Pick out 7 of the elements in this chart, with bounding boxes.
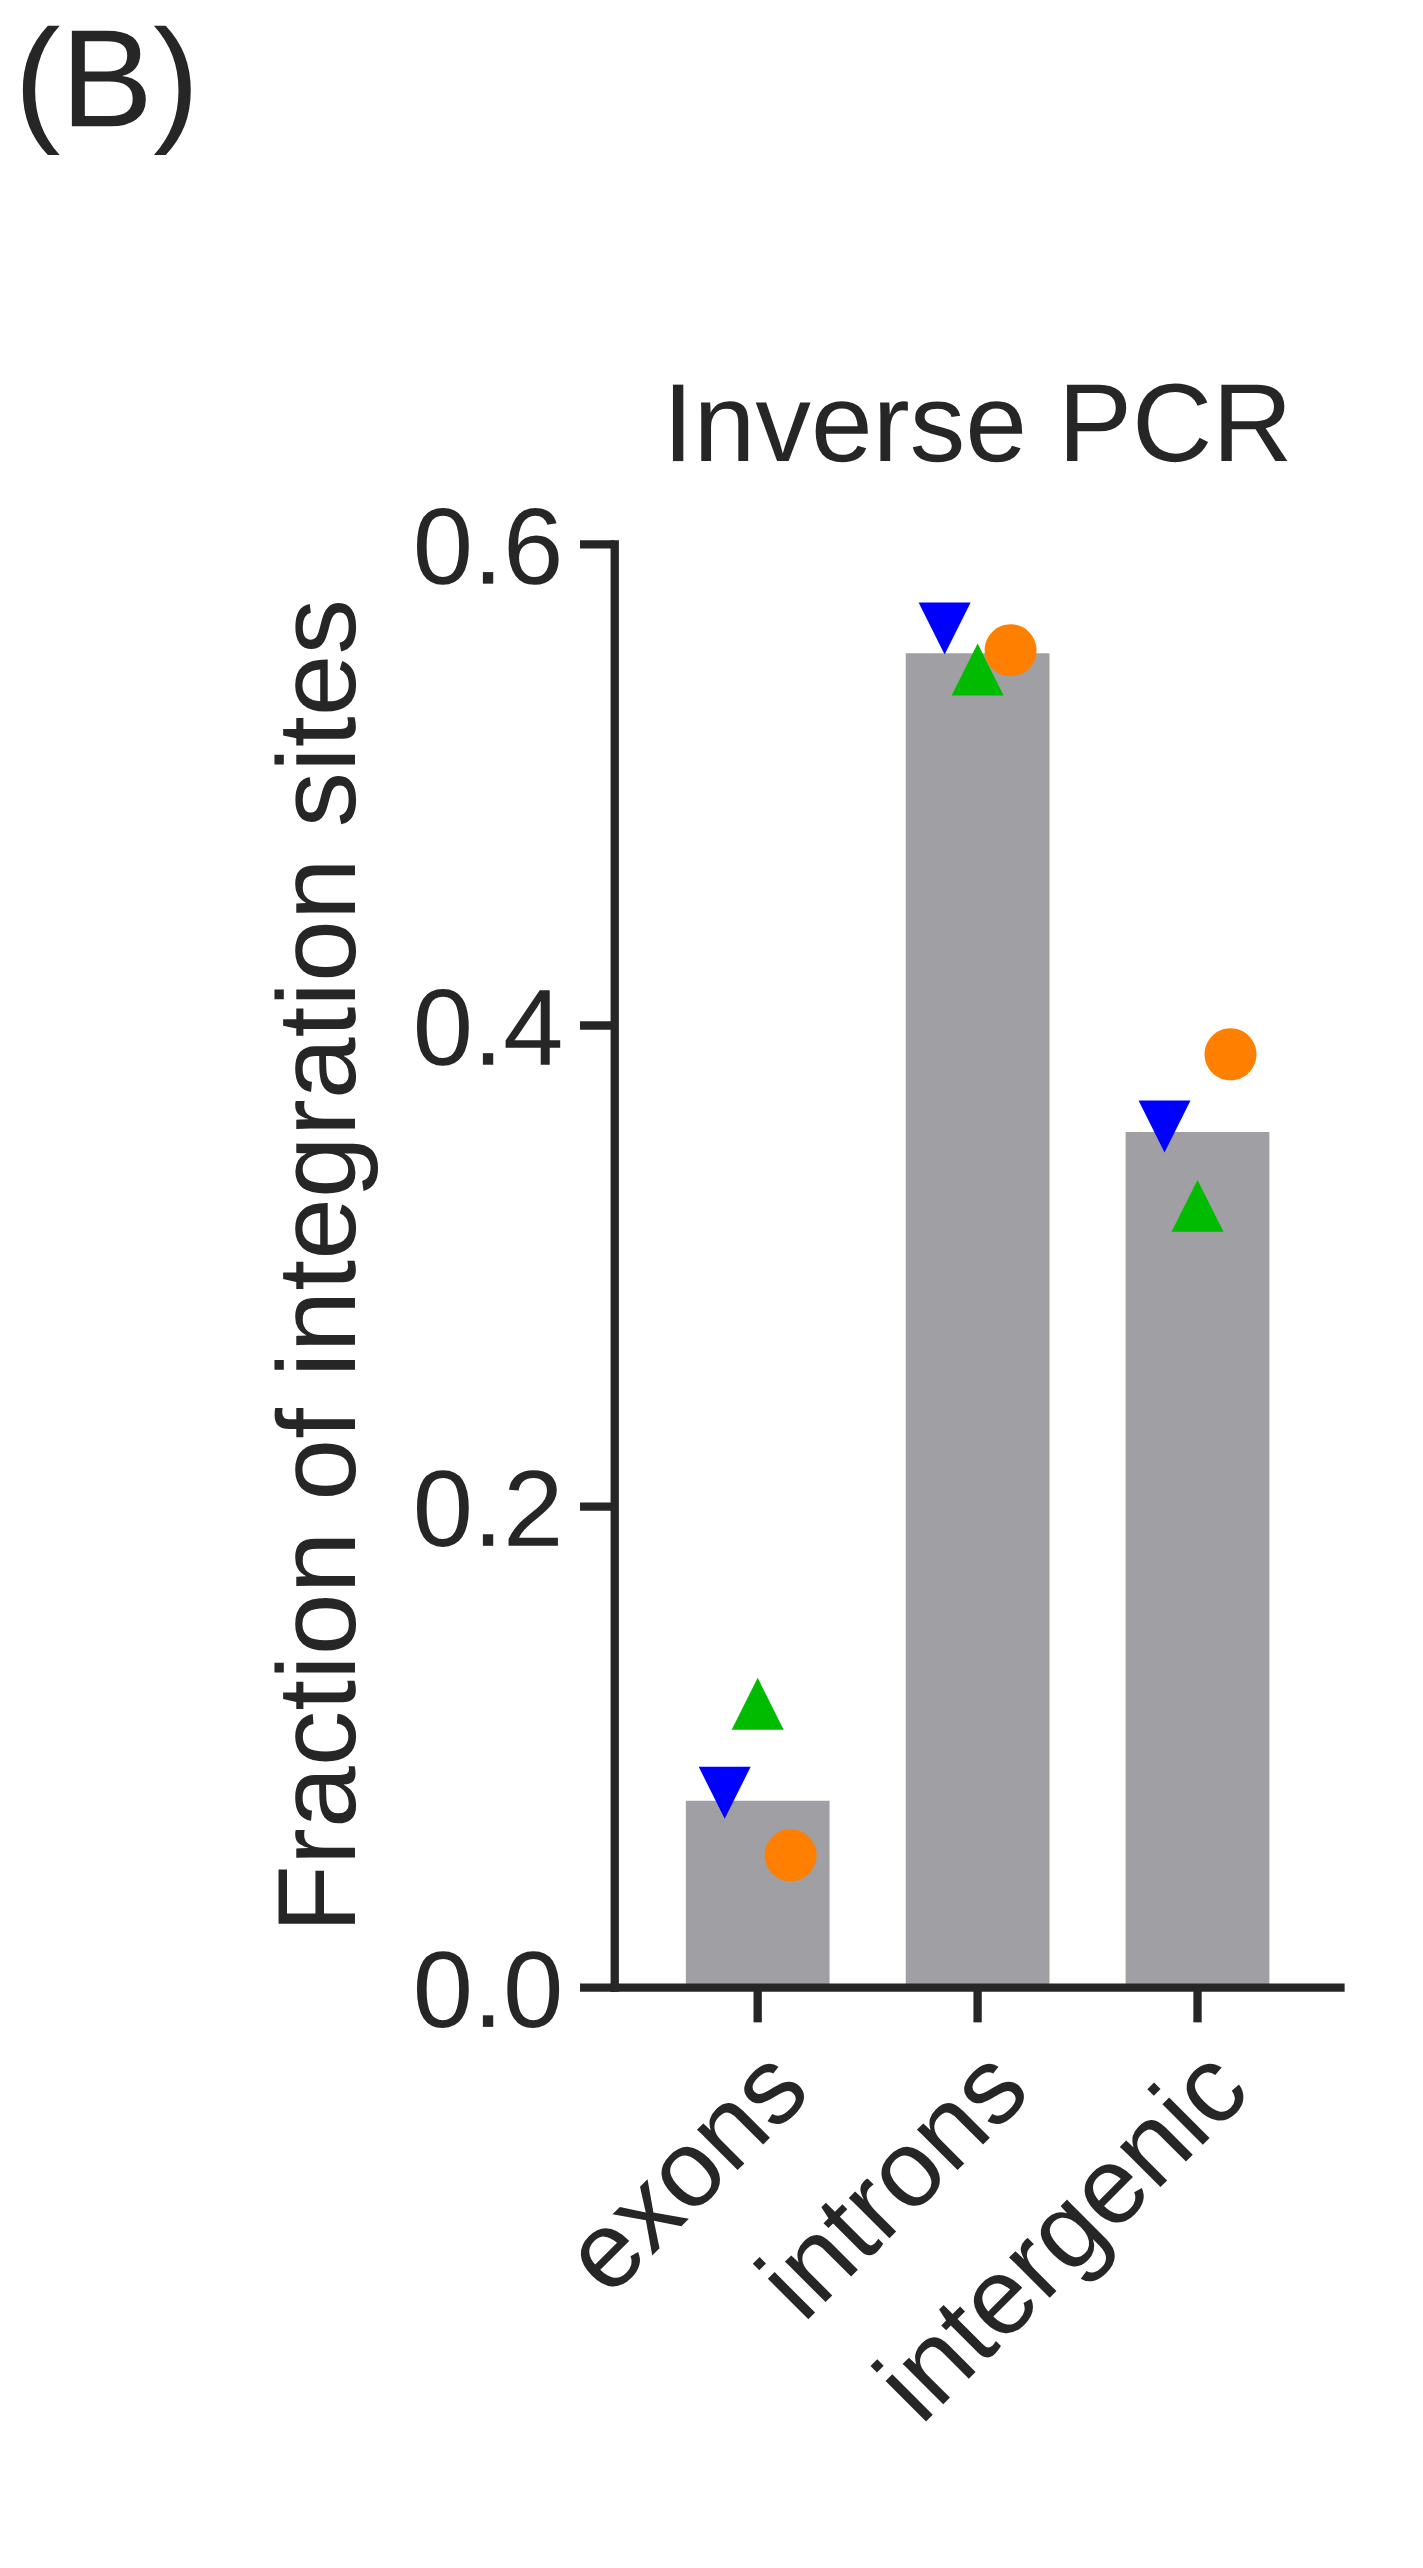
y-tick-label: 0.2 — [417, 1470, 558, 1547]
chart-title: Inverse PCR — [672, 383, 1288, 463]
y-axis-title: Fraction of integration sites — [274, 602, 379, 1924]
text: (B) — [22, 25, 191, 156]
y-tick-label: 0.4 — [417, 989, 561, 1066]
y-tick-label: 0.0 — [417, 1951, 560, 2028]
y-tick-label: 0.6 — [417, 508, 559, 585]
